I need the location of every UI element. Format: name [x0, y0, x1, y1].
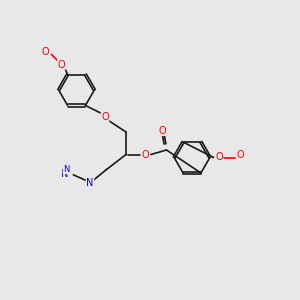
Text: O: O: [41, 46, 49, 57]
Text: N: N: [86, 178, 94, 188]
Text: O: O: [58, 59, 65, 70]
Text: O: O: [236, 150, 244, 160]
Text: N: N: [63, 165, 69, 174]
Text: O: O: [215, 152, 223, 163]
Text: N: N: [86, 178, 94, 188]
Text: O: O: [142, 149, 149, 160]
Text: O: O: [101, 112, 109, 122]
Text: O: O: [158, 125, 166, 136]
Text: N: N: [61, 169, 68, 179]
